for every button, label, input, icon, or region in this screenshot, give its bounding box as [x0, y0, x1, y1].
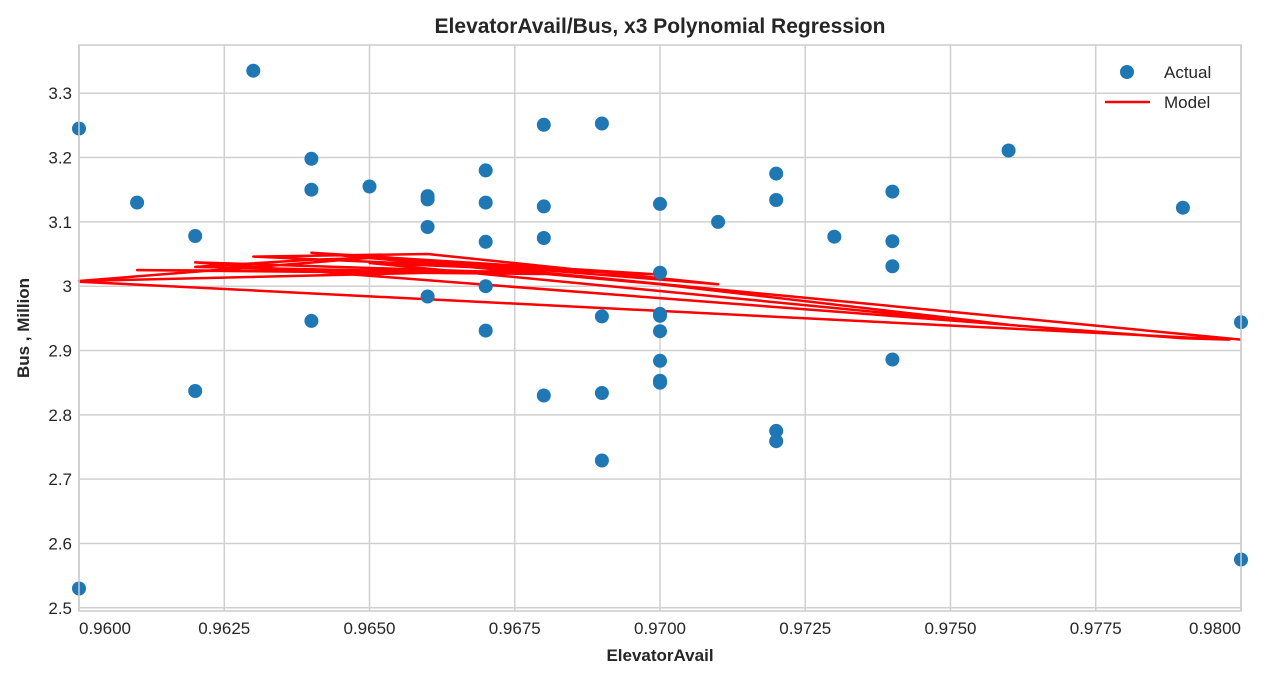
x-tick-label: 0.9625: [198, 619, 250, 638]
actual-point: [246, 63, 261, 78]
plot-frame: [78, 44, 1242, 612]
actual-point: [653, 375, 667, 390]
actual-point: [653, 324, 667, 339]
x-axis-label: ElevatorAvail: [606, 646, 713, 665]
actual-point: [594, 386, 609, 400]
actual-point: [1001, 143, 1016, 158]
x-tick-label: 0.9675: [489, 619, 541, 638]
actual-point: [536, 388, 551, 403]
actual-point: [420, 220, 435, 234]
x-tick-label: 0.9750: [925, 619, 977, 638]
legend-actual-marker: [1120, 65, 1134, 79]
x-tick-label: 0.9650: [344, 619, 396, 638]
y-tick-label: 3.3: [48, 84, 72, 103]
actual-point: [594, 453, 609, 468]
actual-point: [885, 234, 900, 249]
x-tick-label: 0.9725: [779, 619, 831, 638]
y-tick-label: 2.7: [48, 470, 72, 489]
actual-point: [130, 195, 145, 210]
actual-point: [885, 259, 900, 274]
actual-point: [304, 151, 319, 166]
actual-point: [478, 234, 493, 249]
y-tick-label: 3.2: [48, 149, 72, 168]
actual-point: [769, 423, 784, 438]
actual-point: [362, 179, 377, 194]
actual-point: [594, 309, 609, 324]
actual-point: [827, 229, 842, 244]
y-tick-label: 2.5: [48, 599, 72, 618]
actual-point: [478, 195, 493, 210]
y-axis-label: Bus , Million: [14, 278, 33, 378]
points-layer: [72, 63, 1248, 596]
actual-point: [478, 279, 493, 294]
actual-point: [769, 193, 784, 207]
x-tick-label: 0.9800: [1189, 619, 1241, 638]
legend: Actual Model: [1105, 63, 1211, 112]
y-tick-label: 2.8: [48, 406, 72, 425]
y-tick-labels: 2.5 2.6 2.7 2.8 2.9 3 3.1 3.2 3.3: [48, 84, 72, 618]
actual-point: [653, 196, 667, 211]
actual-point: [188, 229, 203, 243]
actual-point: [711, 214, 726, 229]
actual-point: [653, 353, 667, 368]
x-tick-label: 0.9600: [79, 619, 131, 638]
legend-model-label: Model: [1164, 93, 1210, 112]
x-tick-label: 0.9700: [634, 619, 686, 638]
y-tick-label: 3: [63, 277, 72, 296]
actual-point: [478, 323, 493, 338]
actual-point: [478, 163, 493, 178]
model-line: [77, 251, 1242, 341]
actual-point: [536, 231, 551, 245]
actual-point: [594, 116, 609, 131]
actual-point: [769, 434, 784, 449]
actual-point: [304, 313, 319, 328]
actual-point: [536, 199, 551, 214]
chart-title: ElevatorAvail/Bus, x3 Polynomial Regress…: [435, 15, 886, 38]
actual-point: [653, 265, 667, 280]
actual-point: [188, 384, 203, 398]
actual-point: [420, 192, 435, 207]
actual-point: [1175, 200, 1190, 215]
x-tick-label: 0.9775: [1070, 619, 1122, 638]
legend-actual-label: Actual: [1164, 63, 1211, 82]
actual-point: [769, 166, 784, 181]
y-tick-label: 2.9: [48, 342, 72, 361]
y-tick-label: 2.6: [48, 534, 72, 553]
y-tick-label: 3.1: [48, 213, 72, 232]
actual-point: [885, 184, 900, 199]
actual-point: [420, 289, 435, 304]
actual-point: [536, 117, 551, 132]
actual-point: [885, 352, 900, 367]
model-layer: [77, 251, 1242, 341]
actual-point: [653, 308, 667, 323]
grid-layer: [78, 45, 1242, 611]
x-tick-labels: 0.9600 0.9625 0.9650 0.9675 0.9700 0.9725 0.97…: [79, 619, 1241, 638]
actual-point: [304, 182, 319, 197]
